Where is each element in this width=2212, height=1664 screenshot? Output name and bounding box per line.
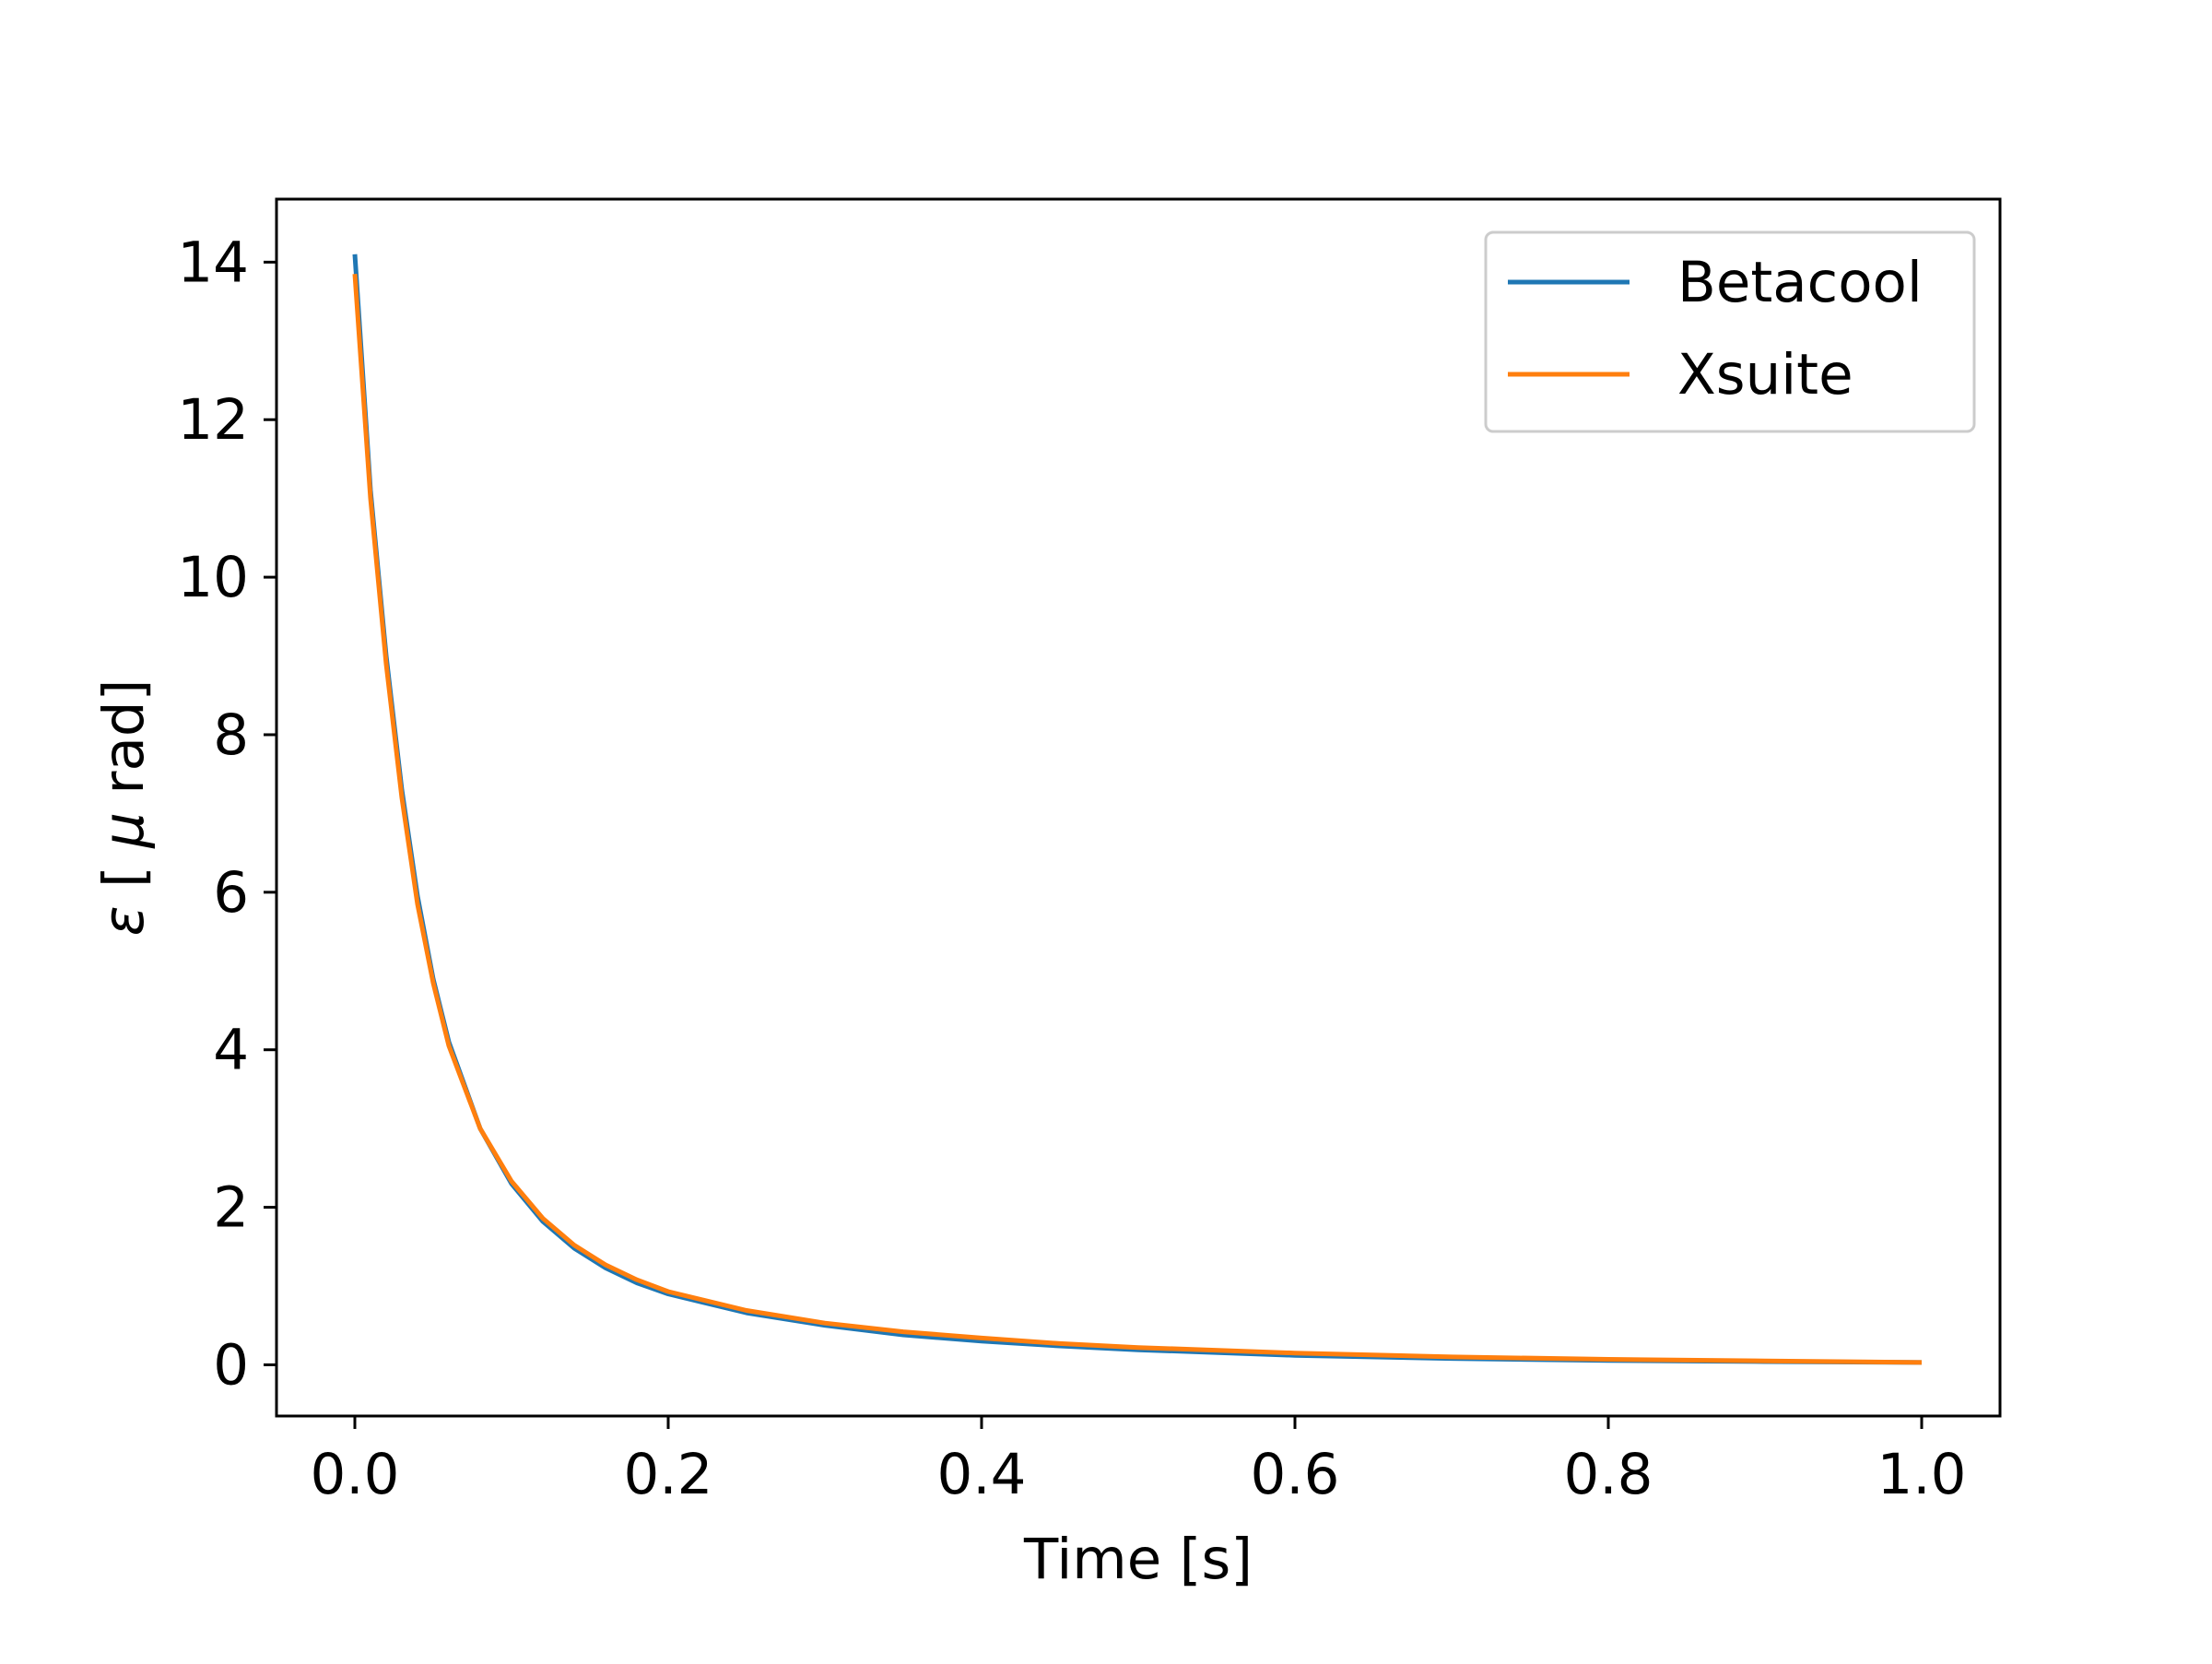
y-tick-label: 6	[213, 860, 249, 926]
y-axis-label-bracket: [	[91, 866, 157, 888]
y-tick-label: 2	[213, 1175, 249, 1241]
x-tick-label: 0.6	[1250, 1442, 1339, 1507]
y-axis-ticks: 0 2 4 6 8 10 12 14	[177, 230, 276, 1398]
y-tick-label: 14	[177, 230, 249, 295]
y-tick-label: 12	[177, 387, 249, 453]
y-axis-label-mu: μ	[91, 812, 157, 849]
x-tick-label: 0.2	[623, 1442, 712, 1507]
x-axis-label: Time [s]	[1023, 1527, 1253, 1592]
y-tick-label: 0	[213, 1332, 249, 1398]
legend-label-xsuite: Xsuite	[1677, 342, 1853, 407]
y-tick-label: 10	[177, 545, 249, 610]
y-tick-label: 4	[213, 1018, 249, 1083]
x-tick-label: 0.8	[1563, 1442, 1653, 1507]
series-line-xsuite	[352, 274, 1923, 1365]
series-layer	[352, 254, 1923, 1365]
legend-label-betacool: Betacool	[1677, 250, 1923, 315]
y-axis-label-unit: rad]	[91, 679, 157, 795]
x-tick-label: 1.0	[1877, 1442, 1966, 1507]
x-tick-label: 0.4	[936, 1442, 1026, 1507]
y-tick-label: 8	[213, 702, 249, 768]
y-axis-label-symbol: ε	[91, 905, 157, 936]
y-axis-label: ε [ μ rad]	[91, 679, 157, 937]
x-tick-label: 0.0	[310, 1442, 399, 1507]
legend: Betacool Xsuite	[1484, 230, 1976, 433]
x-axis-ticks: 0.0 0.2 0.4 0.6 0.8 1.0	[310, 1416, 1967, 1507]
plot-frame	[275, 197, 2002, 1418]
